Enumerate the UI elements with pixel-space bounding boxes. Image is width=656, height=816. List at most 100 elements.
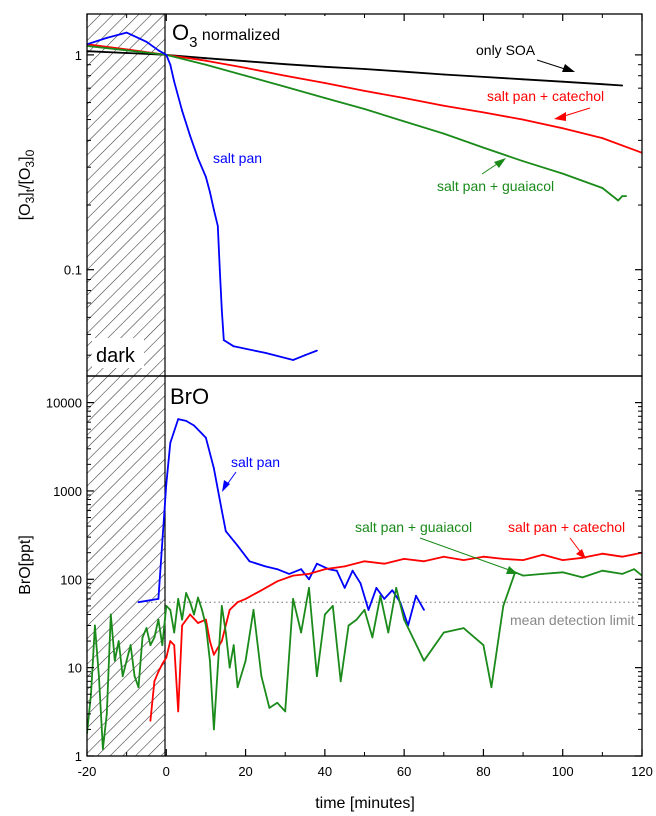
data-point-bottom-salt-pan-guaiacol bbox=[213, 728, 215, 731]
data-point-bottom-salt-pan bbox=[185, 420, 188, 422]
data-point-top-salt-pan bbox=[181, 109, 184, 112]
data-point-bottom-salt-pan-guaiacol bbox=[201, 609, 203, 611]
x-tick-label: 0 bbox=[163, 764, 170, 779]
data-point-bottom-salt-pan-guaiacol bbox=[379, 594, 382, 597]
tick-group: 1 0.1 1 10 100 1000 10000 -20 0 20 40 60 80 100 120 bbox=[46, 14, 653, 779]
data-point-top-salt-pan bbox=[218, 268, 221, 271]
data-point-top-salt-pan bbox=[209, 191, 211, 193]
data-point-bottom-salt-pan-guaiacol bbox=[113, 659, 116, 662]
data-point-bottom-salt-pan-guaiacol bbox=[260, 675, 263, 678]
top-y-axis-label: [O3]t/[O3]0 bbox=[17, 149, 37, 220]
data-point-top-salt-pan-catechol bbox=[522, 118, 524, 121]
data-point-top-only-soa bbox=[125, 52, 128, 54]
data-point-bottom-salt-pan-catechol bbox=[153, 680, 156, 683]
data-point-bottom-salt-pan bbox=[383, 598, 386, 600]
data-point-bottom-salt-pan-guaiacol bbox=[117, 640, 120, 642]
data-point-bottom-salt-pan-catechol bbox=[308, 573, 310, 575]
top-title-bg bbox=[168, 16, 328, 48]
data-point-bottom-salt-pan bbox=[351, 569, 354, 572]
data-point-bottom-salt-pan-guaiacol bbox=[102, 748, 104, 750]
data-point-bottom-salt-pan-guaiacol bbox=[423, 659, 425, 662]
annotation-catechol-bottom: salt pan + catechol bbox=[508, 519, 625, 535]
data-point-bottom-salt-pan-guaiacol bbox=[355, 618, 358, 621]
data-point-top-only-soa bbox=[442, 73, 445, 76]
bottom-series-group bbox=[87, 418, 642, 750]
data-point-bottom-salt-pan-guaiacol bbox=[169, 609, 172, 611]
top-panel-title: O3 normalized bbox=[172, 20, 280, 51]
data-point-bottom-salt-pan bbox=[316, 562, 318, 565]
top-y-tick-label: 0.1 bbox=[64, 263, 82, 278]
data-point-bottom-salt-pan-catechol bbox=[181, 624, 184, 627]
data-point-bottom-salt-pan bbox=[213, 467, 215, 470]
data-point-bottom-salt-pan-guaiacol bbox=[165, 605, 168, 607]
x-tick-label: 100 bbox=[552, 764, 574, 779]
data-point-bottom-salt-pan-guaiacol bbox=[220, 605, 223, 607]
data-point-top-only-soa bbox=[561, 80, 564, 83]
data-point-bottom-salt-pan-catechol bbox=[177, 710, 180, 713]
data-point-top-salt-pan-catechol bbox=[324, 82, 326, 84]
data-point-bottom-salt-pan-guaiacol bbox=[109, 613, 112, 616]
top-y-axis-label-part: [O bbox=[17, 203, 34, 220]
data-point-top-salt-pan bbox=[232, 345, 235, 348]
data-point-bottom-salt-pan-guaiacol bbox=[482, 644, 485, 646]
arrowhead-only-soa bbox=[562, 64, 575, 72]
arrowhead-catechol-top bbox=[554, 112, 566, 121]
data-point-bottom-salt-pan-catechol bbox=[383, 562, 386, 565]
arrowhead-guaiacol-top bbox=[494, 158, 506, 168]
data-point-bottom-salt-pan-guaiacol bbox=[371, 636, 374, 639]
data-point-top-salt-pan-guaiacol bbox=[601, 187, 604, 189]
data-point-bottom-salt-pan bbox=[343, 587, 346, 589]
data-point-bottom-salt-pan-catechol bbox=[292, 574, 294, 577]
data-point-bottom-salt-pan-catechol bbox=[260, 589, 263, 592]
data-point-top-only-soa bbox=[284, 63, 287, 66]
arrowhead-catechol-bottom bbox=[576, 549, 586, 559]
data-point-bottom-salt-pan-guaiacol bbox=[209, 659, 211, 662]
data-point-bottom-salt-pan-catechol bbox=[324, 568, 326, 571]
data-point-bottom-salt-pan bbox=[236, 544, 239, 547]
data-point-bottom-salt-pan bbox=[415, 594, 417, 597]
x-tick-label: 60 bbox=[397, 764, 411, 779]
data-point-top-salt-pan-guaiacol bbox=[621, 195, 624, 198]
data-point-top-salt-pan-catechol bbox=[561, 127, 564, 130]
data-point-bottom-salt-pan-guaiacol bbox=[324, 613, 326, 616]
data-point-bottom-salt-pan-guaiacol bbox=[205, 624, 207, 627]
bottom-title-bg bbox=[168, 380, 220, 410]
top-y-axis-label-part: t bbox=[23, 188, 37, 192]
bottom-y-axis-label: BrO[ppt] bbox=[17, 535, 34, 595]
data-point-bottom-salt-pan-guaiacol bbox=[98, 675, 100, 678]
top-y-axis-label-part: ] bbox=[17, 192, 34, 196]
data-point-top-salt-pan bbox=[169, 63, 172, 66]
data-point-bottom-salt-pan-guaiacol bbox=[316, 675, 318, 678]
data-point-bottom-salt-pan bbox=[264, 565, 267, 568]
data-point-bottom-salt-pan-guaiacol bbox=[244, 659, 247, 662]
data-point-top-salt-pan-guaiacol bbox=[284, 85, 287, 88]
data-point-bottom-salt-pan-guaiacol bbox=[403, 618, 405, 621]
data-point-bottom-salt-pan bbox=[367, 609, 370, 611]
data-point-bottom-salt-pan-catechol bbox=[157, 670, 160, 673]
data-point-bottom-salt-pan-catechol bbox=[423, 560, 425, 563]
data-point-bottom-salt-pan-guaiacol bbox=[395, 587, 398, 589]
annotations-top: only SOA salt pan + catechol salt pan + … bbox=[213, 42, 604, 194]
data-point-bottom-salt-pan-guaiacol bbox=[442, 631, 445, 634]
data-point-top-only-soa bbox=[205, 57, 207, 60]
data-point-top-salt-pan-guaiacol bbox=[244, 74, 247, 77]
data-point-bottom-salt-pan-guaiacol bbox=[232, 644, 235, 646]
data-point-bottom-salt-pan-guaiacol bbox=[181, 618, 184, 621]
data-point-bottom-salt-pan-guaiacol bbox=[300, 631, 302, 634]
data-point-bottom-salt-pan-catechol bbox=[149, 719, 152, 722]
top-series-group bbox=[87, 31, 642, 361]
data-point-top-salt-pan-guaiacol bbox=[617, 199, 620, 202]
data-point-bottom-salt-pan-guaiacol bbox=[347, 624, 350, 627]
data-point-bottom-salt-pan bbox=[288, 573, 291, 575]
annotation-saltpan-bottom: salt pan bbox=[231, 454, 280, 470]
data-point-bottom-salt-pan-guaiacol bbox=[129, 644, 132, 646]
data-point-bottom-salt-pan-guaiacol bbox=[189, 601, 192, 604]
data-point-bottom-salt-pan-guaiacol bbox=[197, 596, 199, 599]
data-point-top-salt-pan bbox=[165, 54, 168, 56]
data-point-bottom-salt-pan-guaiacol bbox=[193, 613, 195, 616]
data-point-top-salt-pan bbox=[304, 354, 306, 357]
data-point-top-salt-pan-guaiacol bbox=[125, 49, 128, 52]
data-point-bottom-salt-pan-guaiacol bbox=[125, 659, 128, 662]
annotation-saltpan-top: salt pan bbox=[213, 150, 262, 166]
